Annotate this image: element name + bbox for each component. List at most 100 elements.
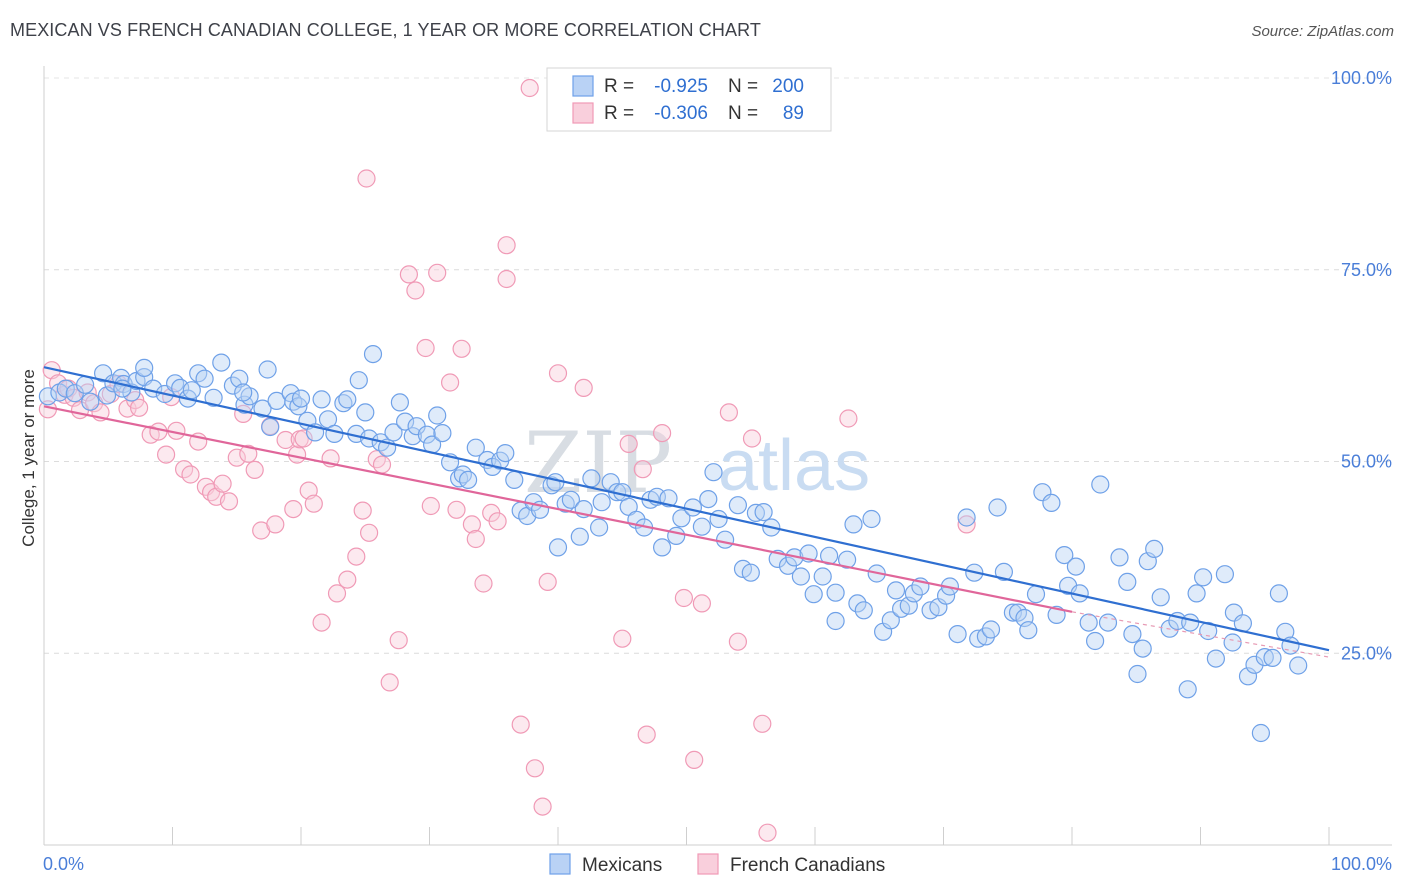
point-french-canadians-34 (266, 515, 285, 534)
point-french-canadians-73 (548, 364, 568, 383)
point-french-canadians-84 (728, 632, 748, 651)
point-mexicans-160 (1123, 624, 1142, 644)
legend-n-label-0: N = (728, 76, 758, 97)
point-mexicans-95 (683, 498, 703, 517)
point-french-canadians-76 (619, 434, 638, 453)
point-mexicans-29 (261, 417, 280, 437)
point-mexicans-23 (212, 353, 231, 372)
point-french-canadians-87 (758, 823, 777, 842)
point-mexicans-98 (704, 463, 723, 482)
point-mexicans-77 (561, 490, 581, 509)
point-mexicans-42 (338, 390, 357, 409)
point-mexicans-93 (667, 526, 686, 546)
point-mexicans-112 (804, 585, 823, 604)
point-french-canadians-70 (525, 759, 545, 778)
point-mexicans-139 (981, 620, 1001, 639)
point-french-canadians-58 (441, 373, 460, 392)
point-mexicans-51 (390, 393, 409, 412)
point-mexicans-125 (886, 581, 906, 600)
point-french-canadians-30 (239, 444, 258, 463)
point-french-canadians-90 (957, 515, 976, 534)
point-mexicans-35 (291, 389, 311, 408)
point-mexicans-4 (75, 375, 95, 394)
point-french-canadians-77 (633, 460, 652, 479)
legend-stats: R = -0.925 N = 200 R = -0.306 N = 89 (546, 67, 832, 132)
point-mexicans-25 (230, 369, 249, 388)
point-mexicans-117 (837, 550, 857, 569)
y-axis-label: College, 1 year or more (19, 369, 38, 547)
point-french-canadians-28 (227, 448, 246, 467)
point-mexicans-116 (826, 583, 845, 602)
point-mexicans-118 (844, 515, 863, 534)
point-mexicans-92 (659, 489, 678, 508)
point-french-canadians-49 (367, 450, 386, 469)
watermark-atlas: atlas (718, 426, 870, 506)
point-french-canadians-69 (520, 78, 539, 98)
point-mexicans-152 (1066, 557, 1086, 576)
point-mexicans-182 (1263, 648, 1282, 668)
point-french-canadians-74 (574, 378, 593, 397)
point-mexicans-44 (349, 371, 368, 390)
point-mexicans-97 (699, 490, 718, 509)
legend-swatch-0 (572, 75, 594, 97)
point-french-canadians-14 (130, 398, 149, 417)
legend-r-label-1: R = (604, 103, 634, 124)
point-mexicans-175 (1223, 633, 1242, 652)
trend-line-french-canadians (43, 405, 1073, 613)
legend-n-label-1: N = (728, 103, 758, 124)
legend-bottom-label-0: Mexicans (582, 855, 662, 876)
point-mexicans-135 (957, 508, 976, 527)
point-french-canadians-55 (416, 338, 435, 358)
legend-box (546, 67, 832, 132)
point-french-canadians-56 (421, 496, 440, 516)
point-french-canadians-79 (652, 424, 672, 443)
x-tick-label-max: 100.0% (1331, 854, 1392, 874)
point-french-canadians-57 (428, 263, 447, 282)
point-mexicans-52 (396, 412, 415, 431)
point-french-canadians-89 (839, 409, 858, 428)
point-french-canadians-42 (312, 613, 331, 632)
point-french-canadians-83 (719, 403, 739, 422)
point-french-canadians-88 (357, 169, 376, 188)
point-mexicans-120 (854, 601, 873, 620)
point-french-canadians-71 (533, 797, 552, 816)
point-mexicans-81 (589, 518, 609, 537)
point-mexicans-174 (1215, 565, 1235, 584)
point-mexicans-159 (1118, 572, 1137, 592)
point-mexicans-22 (204, 388, 223, 407)
y-tick-labels: 25.0% 50.0% 75.0% 100.0% (1331, 68, 1392, 663)
point-mexicans-157 (1098, 613, 1118, 632)
watermark-zip: ZIP (524, 414, 672, 512)
point-french-canadians-21 (181, 465, 200, 484)
point-mexicans-45 (356, 403, 375, 422)
point-mexicans-154 (1079, 613, 1098, 632)
point-mexicans-124 (881, 611, 900, 630)
point-mexicans-40 (325, 424, 344, 443)
point-french-canadians-41 (304, 494, 323, 513)
point-mexicans-91 (652, 538, 672, 557)
point-mexicans-115 (826, 611, 845, 631)
point-mexicans-0 (38, 387, 58, 406)
point-french-canadians-36 (284, 500, 303, 519)
legend-series: Mexicans French Canadians (549, 853, 885, 876)
point-french-canadians-61 (462, 515, 481, 534)
source-credit: Source: ZipAtlas.com (1251, 23, 1394, 40)
point-mexicans-183 (1269, 584, 1289, 603)
point-mexicans-150 (1055, 545, 1074, 565)
chart-title: MEXICAN VS FRENCH CANADIAN COLLEGE, 1 YE… (10, 20, 761, 40)
point-mexicans-24 (223, 376, 242, 395)
point-french-canadians-52 (389, 631, 408, 650)
point-mexicans-158 (1110, 548, 1129, 567)
point-french-canadians-51 (380, 673, 399, 692)
point-mexicans-169 (1181, 613, 1200, 632)
point-mexicans-2 (56, 379, 75, 398)
trend-line-mexicans (43, 366, 1330, 652)
point-mexicans-63 (466, 438, 485, 457)
point-french-canadians-75 (613, 629, 632, 648)
point-french-canadians-46 (347, 547, 366, 566)
point-french-canadians-80 (674, 588, 694, 608)
point-french-canadians-16 (149, 422, 168, 441)
point-mexicans-165 (1151, 588, 1170, 607)
point-french-canadians-45 (338, 570, 357, 589)
